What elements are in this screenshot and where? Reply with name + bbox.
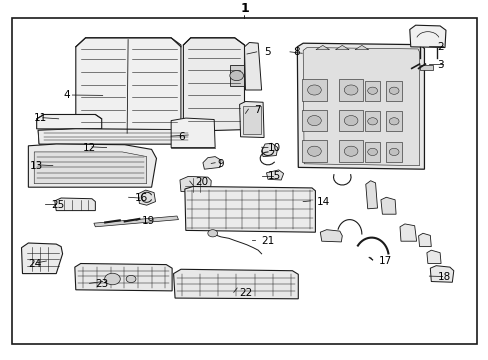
Text: 11: 11: [34, 113, 47, 123]
Text: 19: 19: [142, 216, 155, 226]
Polygon shape: [239, 102, 264, 138]
Polygon shape: [418, 233, 430, 247]
Polygon shape: [429, 266, 453, 282]
Polygon shape: [315, 45, 329, 50]
Polygon shape: [386, 81, 401, 101]
Polygon shape: [364, 111, 380, 131]
Text: 6: 6: [178, 132, 185, 142]
Circle shape: [344, 146, 357, 156]
Polygon shape: [364, 81, 380, 101]
Polygon shape: [76, 38, 181, 135]
Circle shape: [229, 71, 243, 81]
Polygon shape: [38, 129, 193, 144]
Circle shape: [344, 116, 357, 126]
Polygon shape: [34, 152, 146, 184]
Text: 22: 22: [239, 288, 252, 298]
Polygon shape: [338, 110, 363, 131]
Text: 3: 3: [437, 60, 444, 70]
Text: 2: 2: [437, 42, 444, 52]
Text: 12: 12: [83, 143, 96, 153]
Circle shape: [344, 85, 357, 95]
Polygon shape: [180, 176, 211, 193]
Polygon shape: [320, 230, 342, 242]
Text: 13: 13: [29, 161, 42, 171]
Text: 7: 7: [254, 105, 261, 115]
Polygon shape: [37, 114, 102, 129]
Circle shape: [367, 148, 377, 156]
Polygon shape: [75, 264, 172, 291]
Polygon shape: [338, 140, 363, 162]
Text: 25: 25: [51, 200, 64, 210]
Polygon shape: [244, 42, 261, 90]
Text: 18: 18: [437, 272, 450, 282]
Circle shape: [388, 87, 398, 94]
Polygon shape: [426, 250, 440, 264]
Circle shape: [367, 118, 377, 125]
Polygon shape: [302, 140, 326, 162]
Polygon shape: [386, 111, 401, 131]
Text: 17: 17: [378, 256, 391, 266]
Text: 5: 5: [264, 47, 270, 57]
Polygon shape: [297, 43, 424, 169]
Text: 20: 20: [195, 177, 208, 187]
Circle shape: [367, 87, 377, 94]
Text: 15: 15: [267, 171, 281, 181]
Circle shape: [207, 230, 217, 237]
Polygon shape: [261, 143, 277, 157]
Text: 23: 23: [95, 279, 108, 289]
Text: 14: 14: [316, 197, 329, 207]
Text: 24: 24: [28, 258, 41, 269]
Text: 1: 1: [240, 3, 248, 15]
Text: 16: 16: [134, 193, 147, 203]
Circle shape: [388, 148, 398, 156]
Polygon shape: [302, 110, 326, 131]
Text: 10: 10: [267, 143, 281, 153]
Polygon shape: [28, 144, 156, 187]
Bar: [419, 65, 432, 70]
Polygon shape: [173, 269, 298, 299]
Polygon shape: [380, 197, 395, 214]
Bar: [243, 106, 260, 134]
Circle shape: [126, 275, 136, 283]
Polygon shape: [364, 142, 380, 162]
Polygon shape: [138, 190, 155, 205]
Polygon shape: [365, 181, 377, 209]
Polygon shape: [229, 65, 243, 86]
Polygon shape: [335, 45, 348, 50]
Text: 9: 9: [217, 159, 224, 169]
Polygon shape: [184, 186, 315, 232]
Polygon shape: [354, 45, 368, 50]
Polygon shape: [203, 157, 221, 169]
Circle shape: [307, 85, 321, 95]
Polygon shape: [171, 118, 215, 148]
Polygon shape: [303, 48, 419, 166]
Polygon shape: [338, 79, 363, 101]
Polygon shape: [38, 129, 193, 144]
Polygon shape: [399, 224, 416, 241]
Circle shape: [307, 116, 321, 126]
Circle shape: [104, 273, 120, 285]
Polygon shape: [266, 170, 283, 180]
Polygon shape: [21, 243, 62, 274]
Polygon shape: [183, 38, 244, 131]
Text: 8: 8: [293, 47, 300, 57]
Circle shape: [307, 146, 321, 156]
Polygon shape: [94, 216, 178, 227]
Polygon shape: [302, 79, 326, 101]
Circle shape: [388, 118, 398, 125]
Polygon shape: [386, 142, 401, 162]
Polygon shape: [409, 25, 445, 48]
Polygon shape: [55, 198, 95, 211]
Text: 4: 4: [63, 90, 70, 100]
Text: 21: 21: [261, 236, 274, 246]
